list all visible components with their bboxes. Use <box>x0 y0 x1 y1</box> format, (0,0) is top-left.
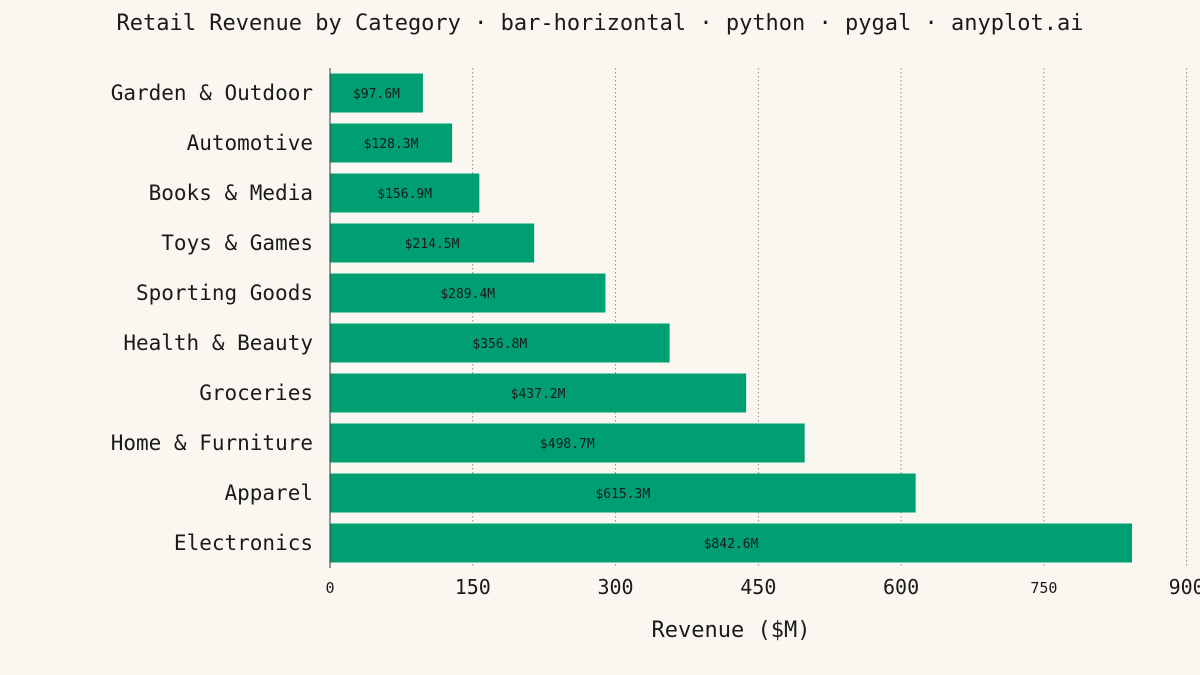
bar <box>330 523 1132 563</box>
bar <box>330 323 670 363</box>
bar <box>330 173 480 213</box>
category-label: Health & Beauty <box>123 331 313 355</box>
x-tick-label: 0 <box>325 579 334 597</box>
category-label: Garden & Outdoor <box>111 81 313 105</box>
bar-value-label: $214.5M <box>405 237 460 252</box>
category-label: Apparel <box>224 481 313 505</box>
bar <box>330 473 916 513</box>
bar-value-label: $498.7M <box>540 437 595 452</box>
bar-value-label: $615.3M <box>595 487 650 502</box>
category-label: Automotive <box>187 131 313 155</box>
bar-value-label: $289.4M <box>440 287 495 302</box>
x-tick-label: 300 <box>597 575 633 599</box>
x-tick-label: 150 <box>455 575 491 599</box>
x-tick-label: 450 <box>740 575 776 599</box>
bar-value-label: $128.3M <box>364 137 419 152</box>
category-labels: Garden & Outdoor Automotive Books & Media T… <box>111 81 313 555</box>
bar-value-label: $842.6M <box>704 537 759 552</box>
bar-value-label: $356.8M <box>472 337 527 352</box>
x-axis-label: Revenue ($M) <box>652 618 811 643</box>
x-tick-label: 750 <box>1030 579 1057 597</box>
bar-value-label: $97.6M <box>353 87 400 102</box>
category-label: Books & Media <box>149 181 313 205</box>
bar <box>330 273 606 313</box>
category-label: Sporting Goods <box>136 281 313 305</box>
bar <box>330 223 535 263</box>
bar <box>330 73 423 113</box>
category-label: Toys & Games <box>161 231 313 255</box>
bar <box>330 423 805 463</box>
bar-value-label: $156.9M <box>377 187 432 202</box>
category-label: Electronics <box>174 531 313 555</box>
bars: $97.6M $128.3M $156.9M $214.5M $289.4M $356.8… <box>330 73 1132 563</box>
x-axis-ticks: 0 150 300 450 600 750 900 <box>325 575 1200 599</box>
x-tick-label: 900 <box>1169 575 1200 599</box>
bar-value-label: $437.2M <box>511 387 566 402</box>
chart-title: Retail Revenue by Category · bar-horizon… <box>117 11 1084 36</box>
category-label: Home & Furniture <box>111 431 313 455</box>
bar <box>330 373 747 413</box>
bar <box>330 123 453 163</box>
x-tick-label: 600 <box>883 575 919 599</box>
category-label: Groceries <box>199 381 313 405</box>
